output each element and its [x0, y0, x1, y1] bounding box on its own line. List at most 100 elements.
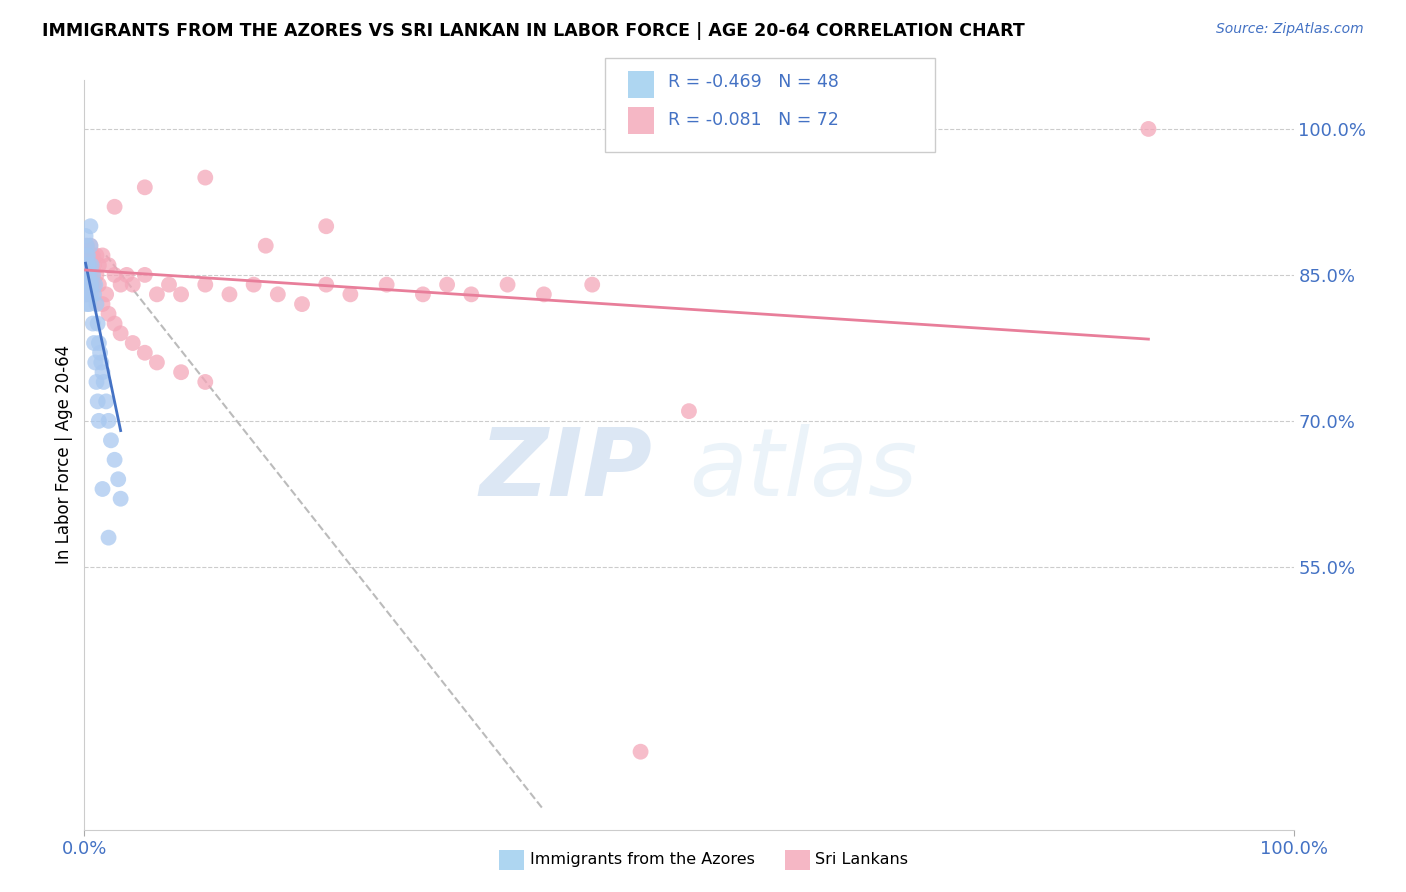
Point — [82, 268, 104, 282]
Point — [77, 297, 100, 311]
Point — [77, 248, 100, 262]
Point — [83, 258, 105, 272]
Point — [436, 277, 458, 292]
Point — [77, 268, 100, 282]
Point — [339, 287, 361, 301]
Point — [77, 258, 100, 272]
Point — [77, 268, 100, 282]
Point — [91, 248, 114, 262]
Point — [77, 268, 100, 282]
Point — [104, 317, 127, 331]
Point — [79, 238, 101, 252]
Point — [194, 170, 217, 185]
Point — [315, 219, 337, 234]
Point — [79, 238, 101, 252]
Point — [77, 268, 100, 282]
Point — [86, 394, 108, 409]
Point — [75, 277, 97, 292]
Point — [97, 531, 120, 545]
Point — [83, 287, 105, 301]
Point — [80, 258, 103, 272]
Point — [82, 268, 104, 282]
Point — [77, 277, 100, 292]
Point — [100, 434, 122, 448]
Point — [86, 248, 108, 262]
Point — [83, 277, 105, 292]
Point — [104, 268, 127, 282]
Point — [86, 297, 108, 311]
Point — [76, 268, 98, 282]
Point — [77, 277, 100, 292]
Text: Sri Lankans: Sri Lankans — [815, 853, 908, 867]
Point — [77, 248, 100, 262]
Point — [77, 258, 100, 272]
Point — [678, 404, 700, 418]
Point — [291, 297, 314, 311]
Point — [84, 355, 107, 369]
Text: R = -0.469   N = 48: R = -0.469 N = 48 — [668, 73, 839, 91]
Point — [170, 365, 193, 379]
Point — [75, 229, 97, 244]
Point — [218, 287, 240, 301]
Point — [75, 287, 97, 301]
Point — [496, 277, 519, 292]
Point — [76, 238, 98, 252]
Point — [80, 287, 103, 301]
Point — [79, 277, 101, 292]
Point — [194, 375, 217, 389]
Point — [75, 287, 97, 301]
Point — [375, 277, 398, 292]
Point — [84, 277, 107, 292]
Point — [134, 268, 156, 282]
Text: Source: ZipAtlas.com: Source: ZipAtlas.com — [1216, 22, 1364, 37]
Point — [91, 365, 114, 379]
Point — [75, 268, 97, 282]
Point — [121, 336, 143, 351]
Point — [76, 238, 98, 252]
Text: Immigrants from the Azores: Immigrants from the Azores — [530, 853, 755, 867]
Point — [581, 277, 603, 292]
Point — [115, 268, 138, 282]
Point — [77, 258, 100, 272]
Point — [76, 248, 98, 262]
Point — [80, 248, 103, 262]
Point — [75, 248, 97, 262]
Point — [134, 180, 156, 194]
Point — [146, 355, 169, 369]
Point — [76, 258, 98, 272]
Point — [79, 287, 101, 301]
Point — [89, 345, 111, 359]
Point — [267, 287, 290, 301]
Point — [87, 414, 110, 428]
Point — [86, 317, 108, 331]
Point — [90, 355, 112, 369]
Point — [75, 258, 97, 272]
Point — [82, 248, 104, 262]
Point — [86, 268, 108, 282]
Point — [412, 287, 434, 301]
Point — [87, 258, 110, 272]
Point — [630, 745, 652, 759]
Point — [315, 277, 337, 292]
Point — [97, 258, 120, 272]
Point — [93, 375, 115, 389]
Point — [107, 472, 129, 486]
Point — [76, 297, 98, 311]
Point — [254, 238, 277, 252]
Point — [134, 345, 156, 359]
Point — [76, 248, 98, 262]
Text: ZIP: ZIP — [479, 424, 652, 516]
Point — [76, 277, 98, 292]
Text: IMMIGRANTS FROM THE AZORES VS SRI LANKAN IN LABOR FORCE | AGE 20-64 CORRELATION : IMMIGRANTS FROM THE AZORES VS SRI LANKAN… — [42, 22, 1025, 40]
Point — [86, 375, 108, 389]
Point — [146, 287, 169, 301]
Point — [1137, 122, 1160, 136]
Text: R = -0.081   N = 72: R = -0.081 N = 72 — [668, 112, 839, 129]
Point — [77, 258, 100, 272]
Point — [79, 248, 101, 262]
Point — [79, 219, 101, 234]
Point — [75, 268, 97, 282]
Point — [104, 452, 127, 467]
Point — [87, 336, 110, 351]
Point — [83, 336, 105, 351]
